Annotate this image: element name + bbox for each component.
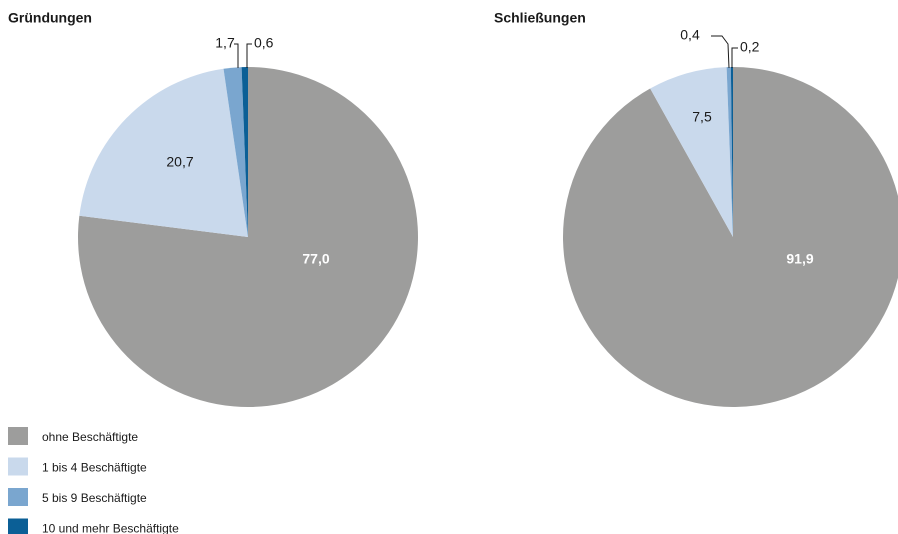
legend-swatch [8,488,28,506]
data-label: 20,7 [166,154,193,170]
data-label: 91,9 [786,251,813,267]
chart-title: Schließungen [494,10,586,26]
data-label: 0,6 [254,35,274,51]
data-label: 0,4 [680,27,700,43]
data-label: 77,0 [302,251,329,267]
pie-slice [79,68,248,237]
pie-slice [77,67,418,407]
pie [563,67,898,407]
data-label: 0,2 [740,39,760,55]
legend-label: 1 bis 4 Beschäftigte [42,461,147,475]
pie-slice [241,67,248,237]
pie-slice [223,67,248,237]
legend-swatch [8,457,28,476]
legend: ohne Beschäftigte 1 bis 4 Beschäftigte 5 b… [8,427,179,534]
leader-line [234,43,239,68]
legend-label: 5 bis 9 Beschäftigte [42,491,147,505]
legend-label: ohne Beschäftigte [42,430,138,444]
leader-line [731,47,738,68]
data-label: 1,7 [215,35,235,51]
pie-slice [650,67,733,237]
legend-label: 10 und mehr Beschäftigte [42,522,179,534]
pie-slice [563,67,898,407]
chart-title: Gründungen [8,10,92,26]
data-label: 7,5 [692,109,712,125]
pie-slice [730,67,733,237]
pie-slice [726,67,733,237]
legend-swatch [8,427,28,445]
leader-line [711,35,730,69]
leader-line [246,43,252,68]
legend-swatch [8,518,28,534]
pie [77,67,418,407]
